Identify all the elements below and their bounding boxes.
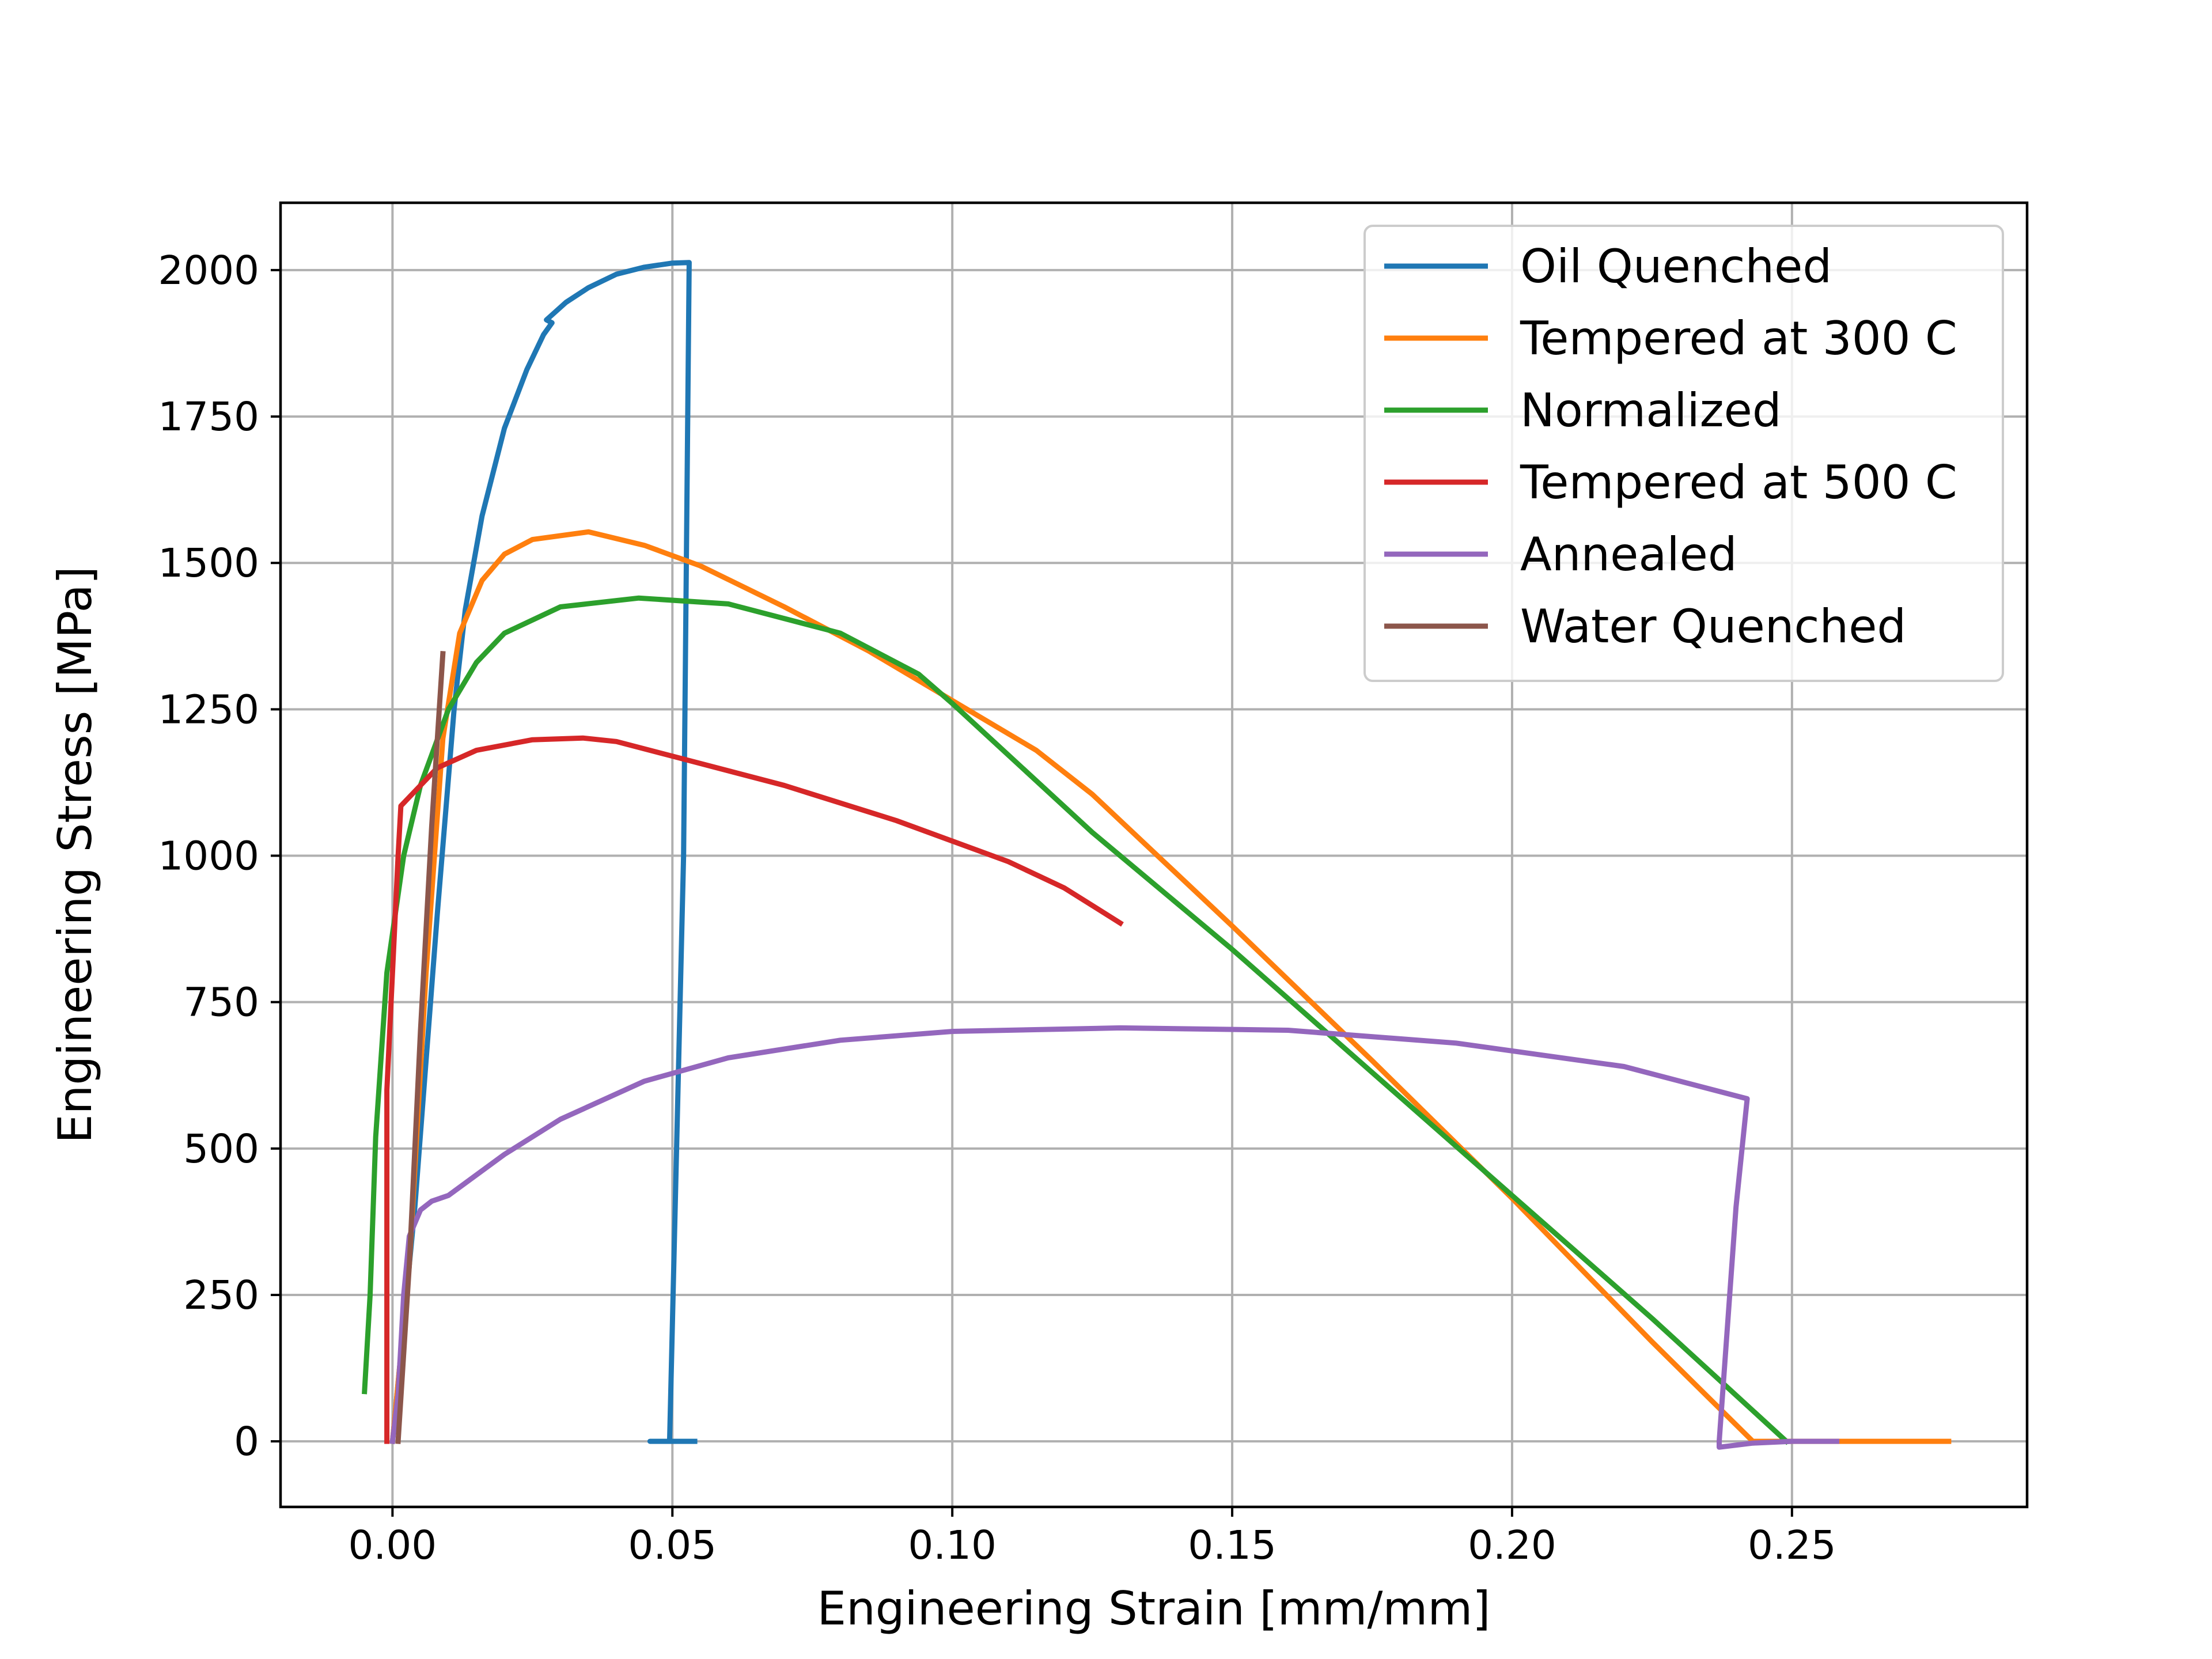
legend-box	[1363, 225, 2004, 682]
legend-label: Annealed	[1520, 528, 1737, 581]
y-tick-label: 250	[183, 1272, 259, 1319]
x-tick-label: 0.10	[908, 1522, 997, 1569]
x-tick-label: 0.25	[1748, 1522, 1836, 1569]
y-tick-label: 500	[183, 1126, 259, 1172]
axis-ticks: 0.00 0.05 0.10 0.15 0.20 0.25 0 250 500 750 1000 12…	[158, 248, 1836, 1569]
legend-label: Tempered at 500 C	[1520, 456, 1957, 509]
series-line-5	[389, 1025, 1840, 1450]
y-tick-label: 1000	[158, 834, 259, 880]
series-line-6	[395, 651, 446, 1444]
series-line-1	[389, 260, 698, 1445]
legend-label: Normalized	[1520, 384, 1782, 437]
y-tick-label: 1750	[158, 394, 259, 440]
x-tick-label: 0.05	[628, 1522, 717, 1569]
y-tick-label: 750	[183, 980, 259, 1026]
y-tick-label: 2000	[158, 248, 259, 294]
series-line-2	[389, 529, 1952, 1445]
legend-label: Tempered at 300 C	[1520, 312, 1957, 365]
y-tick-label: 1500	[158, 540, 259, 586]
x-tick-label: 0.15	[1188, 1522, 1277, 1569]
x-tick-label: 0.00	[349, 1522, 437, 1569]
data-series	[362, 260, 1952, 1450]
legend: Oil Quenched Tempered at 300 C Normalized T…	[1363, 225, 2004, 682]
series-line-4	[384, 735, 1124, 1444]
y-tick-label: 1250	[158, 687, 259, 733]
x-tick-label: 0.20	[1468, 1522, 1556, 1569]
legend-label: Water Quenched	[1520, 600, 1906, 653]
y-axis-label: Engineering Stress [MPa]	[48, 566, 102, 1143]
y-tick-label: 0	[234, 1419, 259, 1465]
legend-label: Oil Quenched	[1520, 240, 1832, 293]
x-axis-label: Engineering Strain [mm/mm]	[817, 1582, 1491, 1635]
